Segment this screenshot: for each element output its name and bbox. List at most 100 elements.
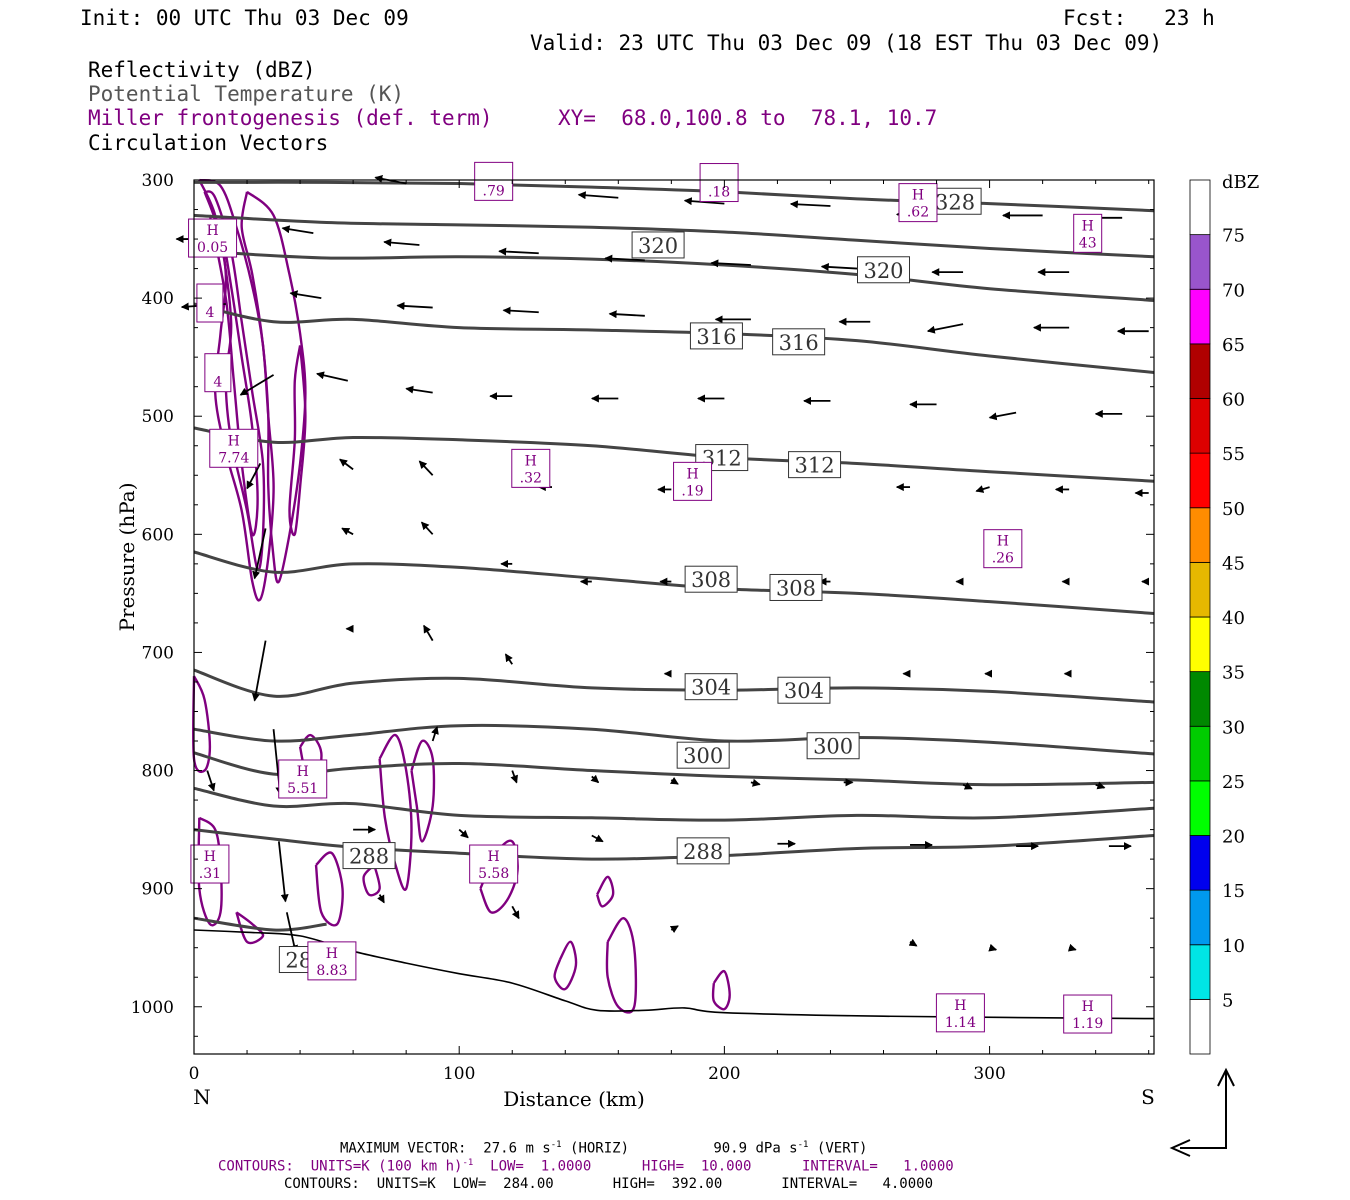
fronto-max-box [935, 993, 985, 1033]
fronto-max-value: 1.14 [945, 1015, 976, 1031]
theta-label: 328 [935, 190, 975, 214]
frontogenesis-contour [240, 190, 307, 584]
x-tick-label: 0 [189, 1064, 200, 1084]
south-end-label: S [1141, 1085, 1155, 1109]
max-vector-vert-exp: -1 [797, 1140, 809, 1150]
colorbar-swatch [1189, 507, 1211, 563]
circulation-vector [418, 460, 434, 476]
circulation-vector [669, 925, 679, 934]
fronto-max-value: 8.83 [316, 963, 347, 979]
colorbar-swatch [1189, 234, 1211, 290]
theta-label: 288 [349, 845, 389, 869]
fronto-max-value: 5.51 [287, 781, 318, 797]
fronto-max-marker: H [204, 849, 216, 865]
theta-label-box [631, 231, 685, 259]
theta-contour-320 [193, 249, 1155, 302]
circulation-vector [206, 770, 216, 792]
theta-label-box [777, 676, 831, 704]
plot-frame [193, 179, 1155, 1055]
circulation-vector [608, 310, 645, 319]
fronto-max-box [1063, 994, 1113, 1034]
theta-label: 304 [784, 679, 824, 703]
circulation-vector [750, 778, 761, 787]
fronto-max-value: .26 [992, 551, 1014, 567]
y-tick-label: 500 [142, 407, 174, 427]
fronto-max-box [511, 448, 551, 488]
fronto-max-box [1073, 213, 1103, 253]
fronto-max-marker: H [1082, 218, 1094, 234]
fronto-contour-info: CONTOURS: UNITS=K (100 km h)-1 LOW= 1.00… [218, 1158, 954, 1175]
fronto-max-value: .31 [199, 866, 221, 882]
fronto-max-marker: H [326, 946, 338, 962]
north-end-label: N [193, 1085, 211, 1109]
circulation-vector [789, 200, 831, 209]
circulation-vector [420, 521, 434, 535]
theta-contour-312 [193, 426, 1155, 483]
theta-label-box [676, 837, 730, 865]
frontogenesis-contour [378, 733, 413, 891]
fronto-max-marker: H [954, 998, 966, 1014]
fronto-max-value: .62 [907, 205, 929, 221]
cross-section-endpoints: XY= 68.0,100.8 to 78.1, 10.7 [558, 106, 938, 130]
fronto-max-box [673, 461, 713, 501]
fronto-max-marker: H [997, 534, 1009, 550]
circulation-vector [458, 828, 469, 839]
theta-contour-308 [193, 550, 1155, 615]
circulation-vector [988, 411, 1017, 421]
fronto-max-marker: H [228, 433, 240, 449]
theta-label: 316 [779, 331, 819, 355]
fronto-max-box [190, 844, 230, 884]
circulation-vector [683, 197, 725, 206]
circulation-vector [423, 624, 434, 642]
reference-vector-left-head [1169, 1139, 1191, 1157]
colorbar-tick-label: 10 [1222, 936, 1245, 957]
reference-vector-up-head [1217, 1067, 1235, 1087]
theta-contour-288 [193, 828, 1155, 861]
circulation-vector [1095, 781, 1106, 790]
fronto-max-marker: H [488, 849, 500, 865]
theta-label: 316 [696, 325, 736, 349]
colorbar-swatch [1189, 288, 1211, 345]
x-tick-label: 200 [708, 1064, 740, 1084]
colorbar-swatch [1189, 998, 1211, 1055]
circulation-vector [251, 640, 267, 702]
colorbar-tick-label: 25 [1222, 772, 1245, 793]
colorbar-swatch [1189, 343, 1211, 399]
circulation-vector [396, 301, 433, 310]
circulation-vector [316, 371, 349, 382]
theta-contour-296 [193, 751, 1155, 787]
x-tick-label: 100 [443, 1064, 475, 1084]
fronto-max-box [699, 163, 739, 203]
theta-label-box [788, 451, 842, 479]
terrain-line [193, 929, 1155, 1020]
field-frontogenesis: Miller frontogenesis (def. term) [88, 106, 493, 130]
circulation-vector [604, 254, 645, 263]
theta-label-box [342, 842, 396, 870]
circulation-vector [710, 259, 751, 268]
circulation-vector [590, 774, 600, 784]
colorbar-swatch [1189, 889, 1211, 946]
max-vector-vert: 90.9 dPa s [713, 1140, 798, 1157]
circulation-vector [591, 834, 604, 843]
circulation-vector [341, 527, 354, 536]
theta-label: 320 [638, 234, 678, 258]
y-tick-label: 800 [142, 762, 174, 782]
theta-label: 308 [776, 576, 816, 600]
theta-label-box [857, 256, 911, 284]
circulation-vector [289, 290, 322, 299]
colorbar-tick-label: 75 [1222, 226, 1245, 247]
frontogenesis-contour [362, 864, 381, 897]
theta-contour-304 [193, 668, 1155, 704]
fronto-max-value: .19 [681, 483, 703, 499]
theta-label-box [684, 565, 738, 593]
fronto-max-box [474, 161, 514, 201]
y-tick-label: 600 [142, 525, 174, 545]
theta-contour-328 [193, 180, 1155, 213]
reference-vector [1180, 1072, 1227, 1149]
colorbar-tick-label: 40 [1222, 608, 1245, 629]
fronto-contour-range: LOW= 1.0000 HIGH= 10.000 INTERVAL= 1.000… [473, 1158, 954, 1175]
theta-contour-292 [193, 786, 1155, 822]
field-theta: Potential Temperature (K) [88, 82, 405, 106]
colorbar-tick-label: 20 [1222, 827, 1245, 848]
